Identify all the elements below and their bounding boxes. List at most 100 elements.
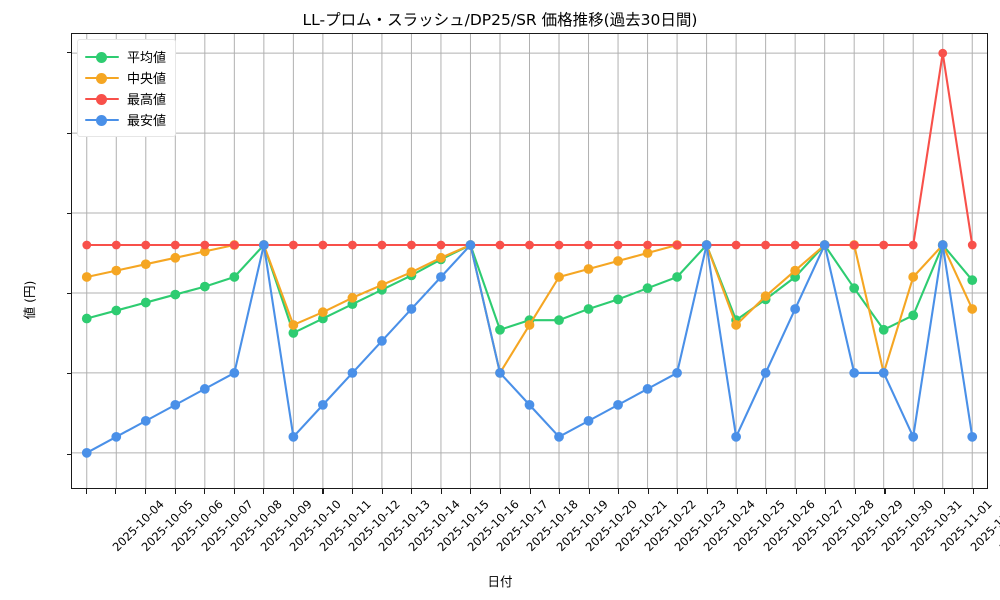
data-point: [229, 272, 240, 282]
data-point: [849, 283, 860, 294]
data-point: [258, 240, 269, 250]
data-point: [878, 368, 889, 378]
data-point: [583, 304, 594, 314]
data-point: [140, 415, 151, 426]
data-point: [967, 240, 977, 250]
data-point: [731, 431, 742, 442]
data-point: [878, 324, 889, 335]
data-point: [908, 431, 919, 442]
data-point: [554, 240, 564, 250]
data-point: [436, 272, 446, 282]
data-point: [199, 281, 210, 292]
x-axis-tick-mark: [85, 489, 87, 494]
data-point: [761, 240, 771, 250]
legend-label: 中央値: [127, 72, 167, 87]
data-point: [849, 368, 860, 378]
x-axis-label: 日付: [487, 574, 513, 589]
legend-item-1[interactable]: 中央値: [85, 67, 166, 88]
data-point: [672, 368, 682, 378]
legend-item-2[interactable]: 最高値: [85, 88, 166, 109]
data-point: [377, 280, 387, 290]
data-point: [584, 240, 593, 250]
x-axis-tick-mark: [973, 489, 975, 494]
x-axis-tick-mark: [499, 489, 501, 494]
data-point: [200, 240, 210, 250]
data-point: [82, 240, 92, 250]
data-point: [111, 240, 121, 250]
legend-swatch-icon: [85, 71, 119, 85]
data-point: [967, 304, 978, 314]
x-axis-tick-mark: [677, 489, 679, 494]
x-axis-tick-mark: [588, 489, 590, 494]
data-point: [348, 240, 357, 250]
data-point: [81, 272, 92, 282]
legend-item-3[interactable]: 最安値: [85, 109, 166, 130]
data-point: [111, 305, 122, 316]
data-point: [701, 240, 712, 250]
data-point: [436, 240, 446, 250]
x-axis-tick-mark: [381, 489, 383, 494]
x-axis-tick-mark: [943, 489, 945, 494]
data-point: [465, 240, 476, 250]
data-point: [583, 415, 594, 426]
x-axis-tick-mark: [529, 489, 531, 494]
legend-label: 最高値: [127, 93, 167, 108]
legend-swatch-icon: [85, 50, 119, 64]
data-point: [495, 368, 505, 378]
data-point: [377, 240, 387, 250]
data-point: [199, 246, 210, 257]
data-point: [613, 256, 623, 266]
y-axis-tick-mark: [66, 212, 71, 214]
data-point: [199, 384, 210, 394]
data-point: [407, 240, 416, 250]
x-axis-tick-mark: [411, 489, 413, 494]
data-point: [554, 431, 564, 442]
y-axis-tick-mark: [66, 132, 71, 134]
data-point: [406, 304, 417, 314]
x-axis-tick-mark: [825, 489, 827, 494]
legend-label: 平均値: [127, 51, 167, 66]
data-point: [229, 368, 240, 378]
x-axis-tick-mark: [174, 489, 176, 494]
data-point: [111, 265, 122, 276]
data-point: [672, 272, 682, 282]
x-axis-tick-mark: [263, 489, 265, 494]
data-point: [908, 240, 918, 250]
data-point: [760, 291, 771, 302]
data-point: [524, 320, 535, 330]
y-axis-label: 値 (円): [21, 280, 37, 320]
data-point: [318, 240, 328, 250]
data-point: [81, 313, 92, 324]
x-axis-tick-mark: [470, 489, 472, 494]
x-axis-tick-mark: [204, 489, 206, 494]
x-axis-tick-mark: [292, 489, 294, 494]
legend-swatch-icon: [85, 113, 119, 127]
legend-item-0[interactable]: 平均値: [85, 46, 166, 67]
x-axis-tick-mark: [233, 489, 235, 494]
data-point: [938, 48, 948, 58]
data-point: [140, 297, 151, 308]
data-point: [495, 240, 505, 250]
x-axis-tick-mark: [144, 489, 147, 494]
data-point: [525, 240, 534, 250]
data-point: [317, 307, 328, 318]
x-axis-tick-mark: [440, 489, 442, 494]
data-point: [613, 294, 623, 305]
data-point: [908, 310, 919, 321]
data-point: [347, 292, 358, 303]
data-point: [170, 399, 181, 410]
data-point: [436, 252, 446, 263]
data-point: [377, 336, 387, 346]
x-axis-tick-mark: [795, 489, 797, 494]
data-point: [643, 240, 652, 250]
series-1: [81, 240, 978, 378]
data-point: [849, 240, 859, 250]
x-axis-tick-mark: [914, 489, 916, 494]
data-point: [288, 240, 298, 250]
data-point: [554, 272, 564, 282]
data-point: [879, 240, 889, 250]
data-series-layer: [81, 48, 978, 458]
x-axis-tick-mark: [884, 489, 886, 494]
data-point: [672, 240, 682, 250]
